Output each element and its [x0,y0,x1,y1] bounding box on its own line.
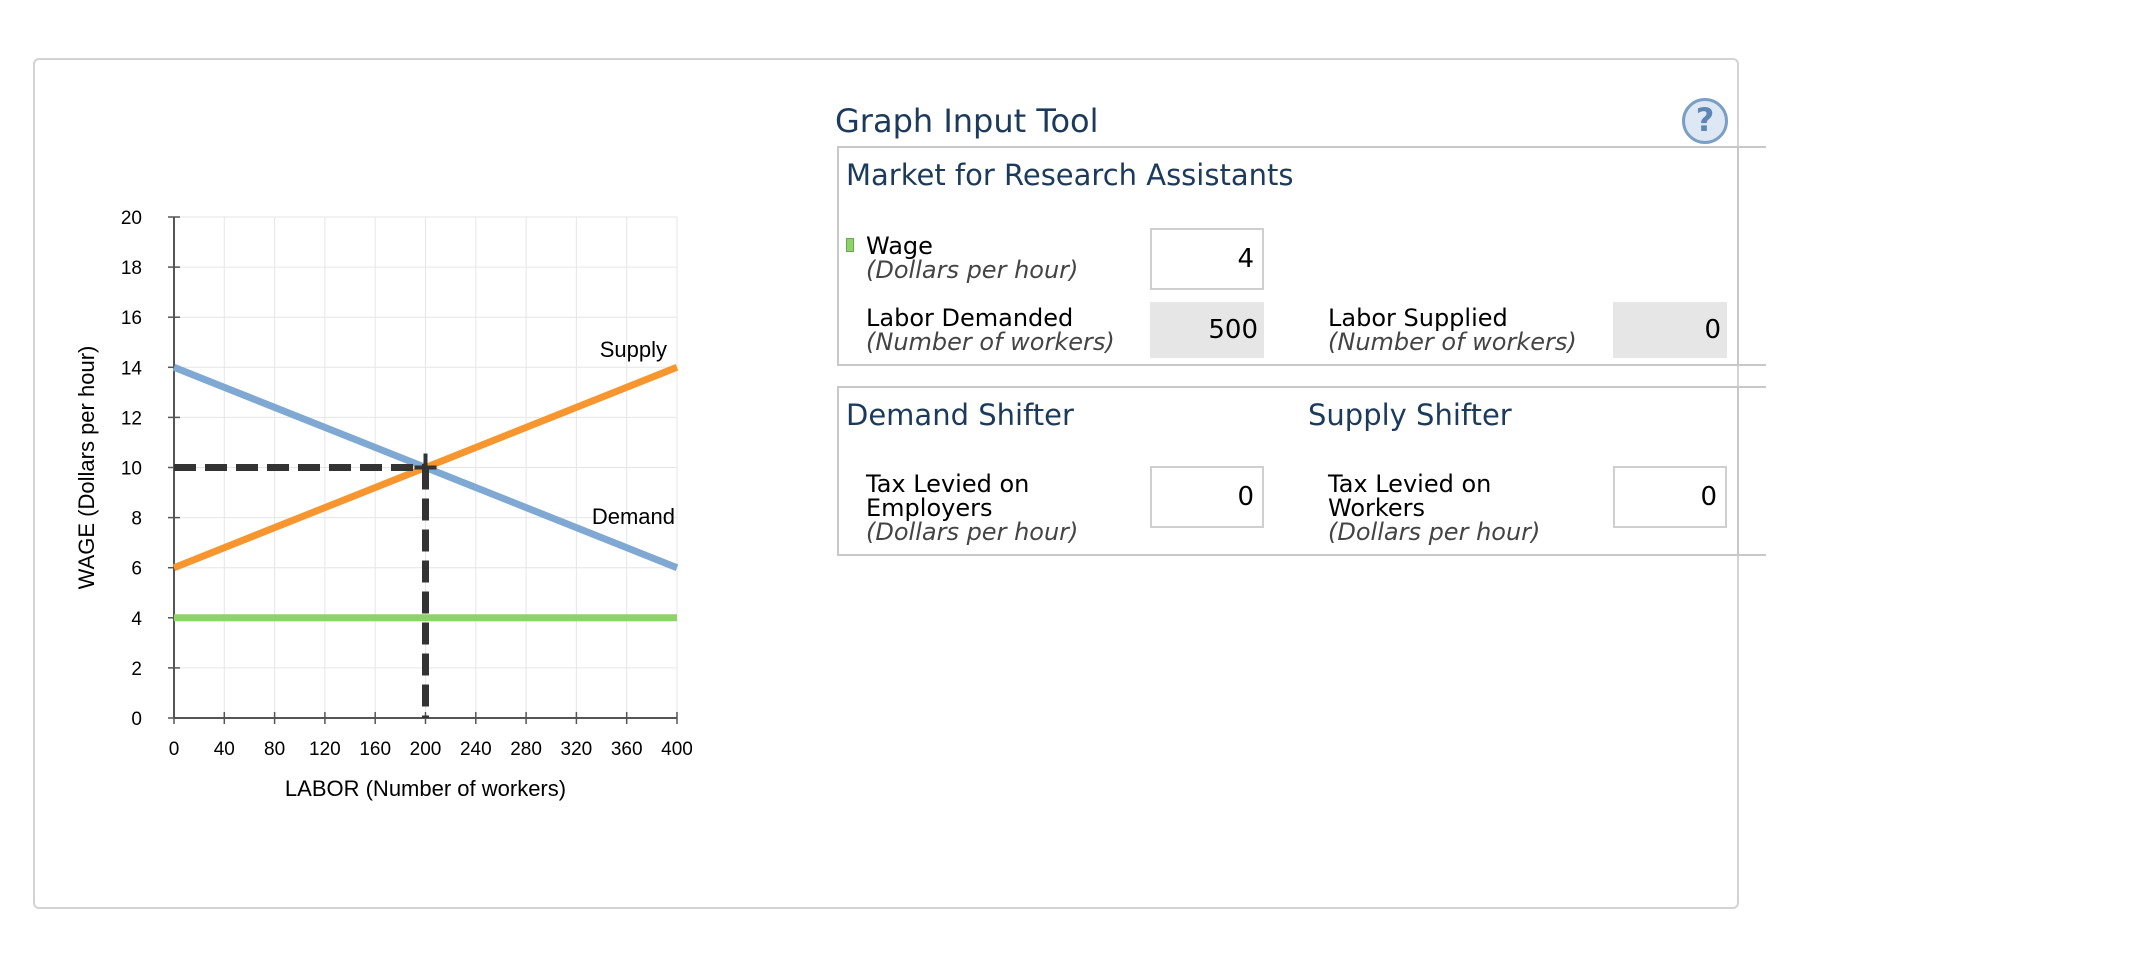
supply-shifter-label: Tax Levied on [1328,470,1492,498]
y-tick-label: 14 [121,358,143,379]
divider [1730,364,1766,366]
x-tick-label: 280 [510,739,542,760]
worker-tax-input[interactable] [1613,466,1727,528]
divider [1730,386,1766,388]
y-tick-label: 18 [121,258,142,279]
x-tick-label: 80 [264,739,285,760]
demand-label: Demand [592,504,675,529]
x-tick-label: 400 [661,739,693,760]
market-section [837,146,1739,366]
supply-label: Supply [600,337,667,362]
labor-demanded-label: Labor Demanded [866,304,1074,332]
y-tick-label: 4 [131,609,142,630]
x-tick-label: 240 [460,739,492,760]
tool-title: Graph Input Tool [835,102,1099,140]
labor-supplied-label: Labor Supplied [1328,304,1508,332]
y-tick-label: 0 [131,709,142,730]
wage-unit: (Dollars per hour) [866,256,1079,284]
x-tick-label: 120 [309,739,341,760]
labor-supplied-unit: (Number of workers) [1328,328,1577,356]
divider [1690,146,1766,148]
help-icon[interactable]: ? [1682,98,1728,144]
x-tick-label: 40 [214,739,235,760]
demand-shifter-label: Employers [866,494,993,522]
wage-line-marker-icon [846,238,854,252]
y-tick-label: 10 [121,459,142,480]
x-axis-label: LABOR (Number of workers) [285,776,566,801]
y-tick-label: 16 [121,308,142,329]
x-tick-label: 0 [169,739,180,760]
wage-label: Wage [866,232,933,260]
x-tick-label: 200 [410,739,442,760]
labor-supplied-value: 0 [1613,302,1727,358]
demand-shifter-title: Demand Shifter [846,398,1074,432]
x-tick-label: 160 [359,739,391,760]
labor-demanded-unit: (Number of workers) [866,328,1115,356]
shifter-section [837,386,1739,556]
y-tick-label: 6 [131,559,142,580]
x-tick-label: 360 [611,739,643,760]
y-axis-label: WAGE (Dollars per hour) [74,346,99,590]
wage-input[interactable] [1150,228,1264,290]
market-title: Market for Research Assistants [846,158,1294,192]
y-tick-label: 2 [131,659,142,680]
demand-shifter-label: Tax Levied on [866,470,1030,498]
labor-demanded-value: 500 [1150,302,1264,358]
x-tick-label: 320 [561,739,593,760]
y-tick-label: 8 [131,509,142,530]
demand-shifter-unit: (Dollars per hour) [866,518,1079,546]
y-tick-label: 12 [121,408,142,429]
employer-tax-input[interactable] [1150,466,1264,528]
supply-shifter-unit: (Dollars per hour) [1328,518,1541,546]
y-tick-label: 20 [121,208,142,229]
supply-shifter-label: Workers [1328,494,1426,522]
supply-shifter-title: Supply Shifter [1308,398,1512,432]
divider [1730,554,1766,556]
